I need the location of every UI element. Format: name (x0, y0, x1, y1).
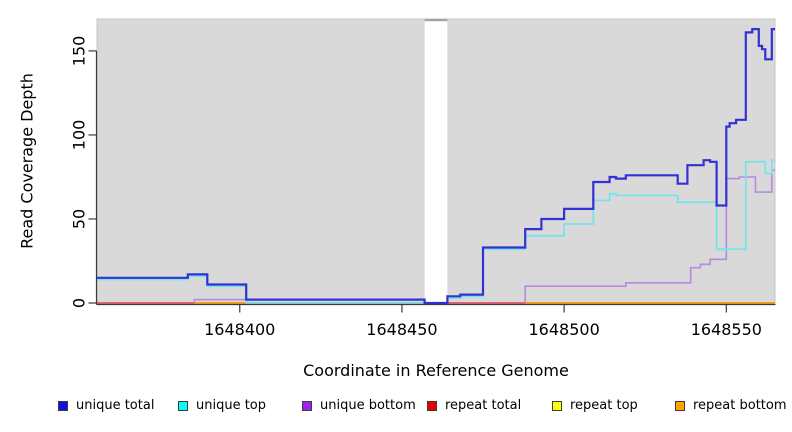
y-tick-label: 100 (70, 120, 89, 151)
series-line-unique-total (97, 28, 775, 305)
x-tick-label: 1648400 (204, 320, 275, 339)
x-tick-label: 1648500 (529, 320, 600, 339)
gap-band (424, 21, 448, 304)
x-tick-label: 1648450 (366, 320, 437, 339)
y-tick-label: 0 (70, 298, 89, 308)
x-axis-title: Coordinate in Reference Genome (303, 361, 569, 380)
x-tick-label: 1648550 (691, 320, 762, 339)
y-axis-title: Read Coverage Depth (17, 73, 37, 249)
gap-band-cap (424, 19, 448, 22)
y-tick-label: 50 (70, 209, 89, 229)
y-tick-label: 150 (70, 36, 89, 67)
